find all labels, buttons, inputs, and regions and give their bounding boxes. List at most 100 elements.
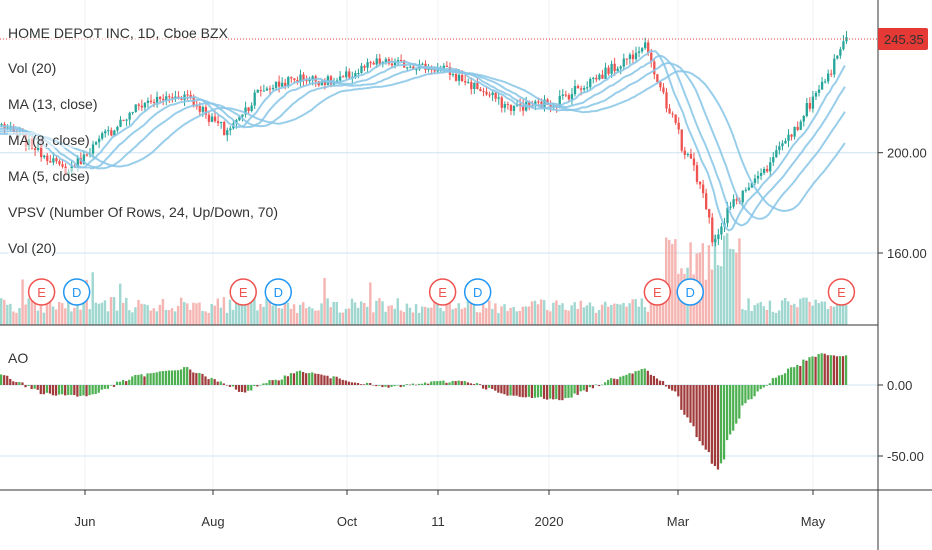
candle-body [302, 74, 305, 81]
ao-bar [15, 382, 18, 385]
volume-bar [570, 305, 573, 325]
ao-bar [305, 373, 308, 385]
candle-body [601, 74, 604, 79]
badge-circle [463, 278, 492, 306]
candle-body [58, 161, 61, 165]
ao-bar [323, 375, 326, 385]
ao-bar [372, 385, 375, 386]
candle-body [409, 66, 412, 68]
volume-bar [439, 308, 442, 325]
volume-bar [628, 303, 631, 325]
candle-body [271, 87, 275, 90]
ao-bar [457, 380, 460, 385]
volume-bar [625, 306, 628, 325]
ao-bar [518, 385, 521, 397]
volume-bar [643, 307, 647, 325]
candle-body [85, 154, 89, 156]
candle-body [113, 130, 116, 136]
volume-bar [341, 312, 345, 325]
chart-title[interactable]: HOME DEPOT INC, 1D, Cboe BZX [8, 25, 228, 41]
ao-bar [341, 379, 344, 385]
volume-bar [463, 307, 467, 325]
candle-body [107, 130, 110, 132]
ao-bar [57, 385, 61, 395]
indicator-ao[interactable]: AO [8, 350, 29, 366]
candle-body [656, 74, 659, 82]
volume-bar [204, 311, 207, 325]
ao-bar [677, 385, 680, 397]
candle-body [744, 189, 747, 191]
ao-bar [811, 356, 814, 385]
ao-bar [405, 384, 408, 385]
volume-bar [18, 307, 21, 325]
volume-bar [128, 310, 131, 325]
candle-body [494, 92, 497, 99]
candle-body [442, 65, 445, 69]
indicator-ma-8[interactable]: MA (8, close) [8, 132, 90, 148]
ao-bar [137, 374, 140, 385]
ao-bar [832, 355, 835, 385]
candle-body [40, 143, 43, 158]
candle-body [46, 155, 49, 162]
ao-bar [259, 385, 262, 386]
volume-bar [411, 312, 415, 325]
volume-bar [210, 303, 213, 325]
volume-bar [122, 302, 125, 325]
candle-body [165, 96, 168, 101]
volume-bar [15, 312, 18, 325]
candle-body [604, 67, 607, 79]
volume-bar [573, 302, 576, 325]
ao-bar [799, 365, 802, 385]
ao-bar [698, 385, 701, 442]
candle-body [207, 114, 211, 122]
candle-body [586, 87, 589, 89]
ao-bar [680, 385, 683, 410]
candle-body [299, 74, 302, 83]
candle-body [561, 94, 564, 96]
ao-bar [402, 385, 405, 387]
ao-bar [585, 385, 588, 392]
candle-body [650, 52, 653, 62]
candle-body [131, 111, 134, 113]
ao-bar [115, 381, 119, 385]
ao-bar [12, 381, 15, 385]
time-tick-label: Oct [337, 514, 358, 529]
candle-body [564, 94, 568, 96]
ao-bar [582, 385, 585, 391]
indicator-vpsv[interactable]: VPSV (Number Of Rows, 24, Up/Down, 70) [8, 204, 278, 220]
candle-body [793, 126, 796, 137]
indicator-vol-1[interactable]: Vol (20) [8, 60, 57, 76]
ao-bar [777, 375, 781, 385]
candle-body [122, 119, 125, 121]
candle-body [714, 239, 717, 243]
volume-bar [143, 304, 146, 325]
earnings-badge: E [428, 278, 457, 306]
volume-bar [57, 301, 61, 325]
candle-body [802, 115, 805, 122]
volume-bar [292, 304, 296, 325]
ao-bar [802, 359, 805, 385]
ao-bar [70, 385, 73, 395]
volume-bar [796, 307, 799, 325]
candle-body [399, 60, 403, 62]
ao-bar [616, 379, 619, 385]
volume-bar [0, 298, 3, 325]
volume-bar [317, 310, 320, 325]
badge-circle [643, 278, 672, 306]
indicator-ma-5[interactable]: MA (5, close) [8, 168, 90, 184]
indicator-ma-13[interactable]: MA (13, close) [8, 96, 98, 112]
earnings-badge: E [643, 278, 672, 306]
ao-bar [344, 380, 347, 385]
ao-bar [64, 385, 67, 396]
ma-8-line [0, 54, 846, 227]
volume-bar [70, 311, 73, 325]
volume-bar [207, 312, 210, 325]
ao-bar [347, 381, 350, 385]
badge-circle [676, 278, 704, 306]
ao-bar [301, 372, 305, 385]
candle-body [284, 82, 287, 87]
volume-bar [12, 311, 15, 325]
indicator-vol-2[interactable]: Vol (20) [8, 240, 57, 256]
badge-circle [62, 278, 91, 306]
